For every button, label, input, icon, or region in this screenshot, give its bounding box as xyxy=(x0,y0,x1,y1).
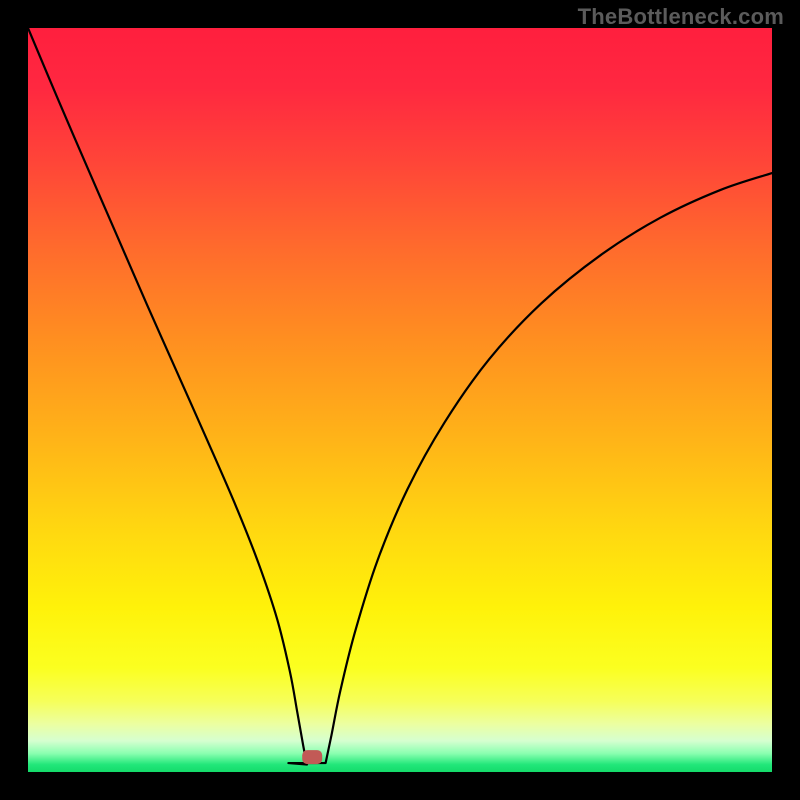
canvas-frame: TheBottleneck.com xyxy=(0,0,800,800)
watermark-label: TheBottleneck.com xyxy=(578,4,784,30)
gradient-background xyxy=(28,28,772,772)
plot-area xyxy=(28,28,772,772)
